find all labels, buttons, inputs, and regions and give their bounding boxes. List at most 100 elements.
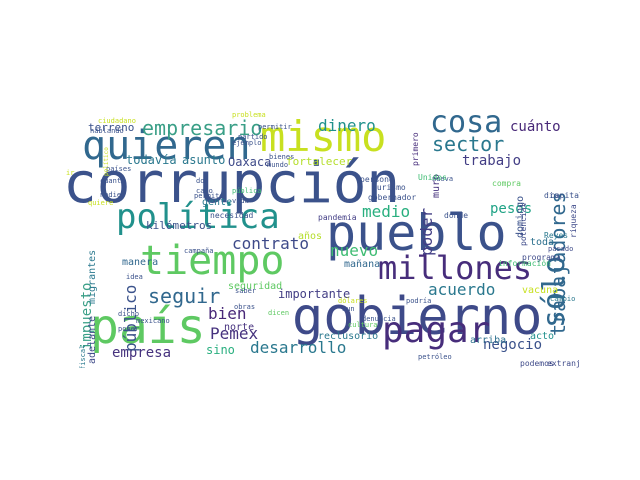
word-105: denuncia <box>362 315 396 323</box>
word-42: mañana <box>344 259 381 270</box>
word-78: ciudadano <box>98 117 136 125</box>
word-cloud: corrupción gobierno pueblo tiempo país mismo q… <box>60 108 580 368</box>
word-71: turismo <box>372 183 406 192</box>
word-32: importante <box>278 287 351 301</box>
word-49: sino <box>206 343 235 357</box>
word-14: dinero <box>318 116 376 135</box>
word-8: millones <box>378 249 533 287</box>
word-50: norte <box>224 322 255 333</box>
word-87: quiere <box>88 199 114 207</box>
word-13: empresario <box>142 116 263 140</box>
word-4: país <box>90 299 206 355</box>
word-48: acto <box>530 331 555 342</box>
word-63: riqueza <box>569 204 578 238</box>
word-29: poder <box>417 207 436 256</box>
word-12: trabajadores <box>546 191 570 337</box>
word-28: pesos <box>490 201 533 217</box>
word-104: aun <box>342 305 355 313</box>
word-6: quieren <box>82 123 251 169</box>
word-84: países <box>106 165 132 173</box>
word-88: político <box>103 147 110 176</box>
word-34: asunto <box>182 153 226 167</box>
word-101: poner <box>118 325 140 333</box>
word-40: kilómetros <box>146 219 213 232</box>
word-98: dicho <box>118 310 140 318</box>
word-66: dio <box>544 191 559 200</box>
word-90: cabo <box>196 187 213 195</box>
word-41: años <box>298 231 323 242</box>
word-58: pandemia <box>318 213 357 222</box>
word-93: vida <box>232 197 249 205</box>
word-61: información <box>498 259 551 268</box>
word-76: bienes <box>269 153 295 161</box>
word-27: trabajo <box>462 153 522 169</box>
word-33: todavía <box>126 153 177 167</box>
word-55: programa <box>522 253 561 262</box>
word-3: tiempo <box>140 238 285 284</box>
word-47: arriba <box>470 335 507 346</box>
word-103: dólares <box>338 297 368 305</box>
word-10: cosa <box>430 108 503 140</box>
word-68: pasado <box>548 245 574 253</box>
word-52: manera <box>122 257 159 268</box>
word-45: vacuna <box>522 285 559 296</box>
word-16: seguir <box>148 284 221 308</box>
word-95: idea <box>126 273 143 281</box>
word-1: gobierno <box>292 287 543 347</box>
word-17: contrato <box>232 234 310 253</box>
word-46: reclusorio <box>318 331 379 342</box>
word-92: pública <box>232 187 262 195</box>
word-77: mundo <box>267 161 289 169</box>
word-108: petróleo <box>418 353 452 361</box>
word-96: saber <box>235 287 257 295</box>
word-80: partido <box>238 133 268 141</box>
word-109: ir <box>66 169 75 177</box>
word-85: cuanto <box>100 177 126 185</box>
word-107: cultura <box>348 321 378 329</box>
word-72: gobernador <box>368 193 417 202</box>
word-57: extranjero <box>547 359 580 368</box>
word-9: pagar <box>382 310 491 351</box>
word-22: bien <box>208 304 247 323</box>
word-53: migrantes <box>87 249 98 304</box>
word-59: necesidad <box>210 211 254 220</box>
word-65: compra <box>492 179 521 188</box>
word-39: fortalecer <box>286 155 353 168</box>
word-25: sector <box>432 132 505 156</box>
word-97: obras <box>234 303 256 311</box>
word-81: problema <box>232 111 266 119</box>
word-43: seguridad <box>228 281 283 292</box>
word-24: empresa <box>112 345 172 361</box>
word-35: Oaxaca <box>228 155 272 169</box>
word-69: cambio <box>550 295 576 303</box>
word-15: cuánto <box>510 119 561 135</box>
word-36: terreno <box>88 121 135 134</box>
word-0: corrupción <box>63 151 401 216</box>
word-75: Unidos <box>418 173 447 182</box>
word-60: dónde <box>444 211 469 220</box>
word-54: adelante <box>87 315 98 364</box>
word-21: desarrollo <box>250 338 347 357</box>
word-51: gente <box>202 197 233 208</box>
word-5: mismo <box>260 112 387 161</box>
word-26: medio <box>362 202 411 221</box>
word-82: permitir <box>258 123 292 131</box>
word-23: Pemex <box>210 324 259 343</box>
word-79: hablando <box>90 127 124 135</box>
word-100: mexicano <box>136 317 170 325</box>
word-86: nadie <box>100 191 122 199</box>
word-94: campaña <box>184 247 214 255</box>
word-44: toda <box>530 237 555 248</box>
word-91: permite <box>194 192 224 200</box>
word-64: potencial <box>519 202 528 246</box>
word-74: primero <box>411 132 420 166</box>
word-56: podemos <box>520 359 554 368</box>
word-99: dicen <box>268 309 290 317</box>
word-19: nuevo <box>330 241 379 260</box>
word-2: pueblo <box>326 204 507 262</box>
word-7: política <box>116 197 280 237</box>
word-67: capital <box>550 191 580 200</box>
word-106: podría <box>406 297 432 305</box>
word-102: fiscal <box>79 344 87 368</box>
word-73: persone <box>360 175 394 184</box>
